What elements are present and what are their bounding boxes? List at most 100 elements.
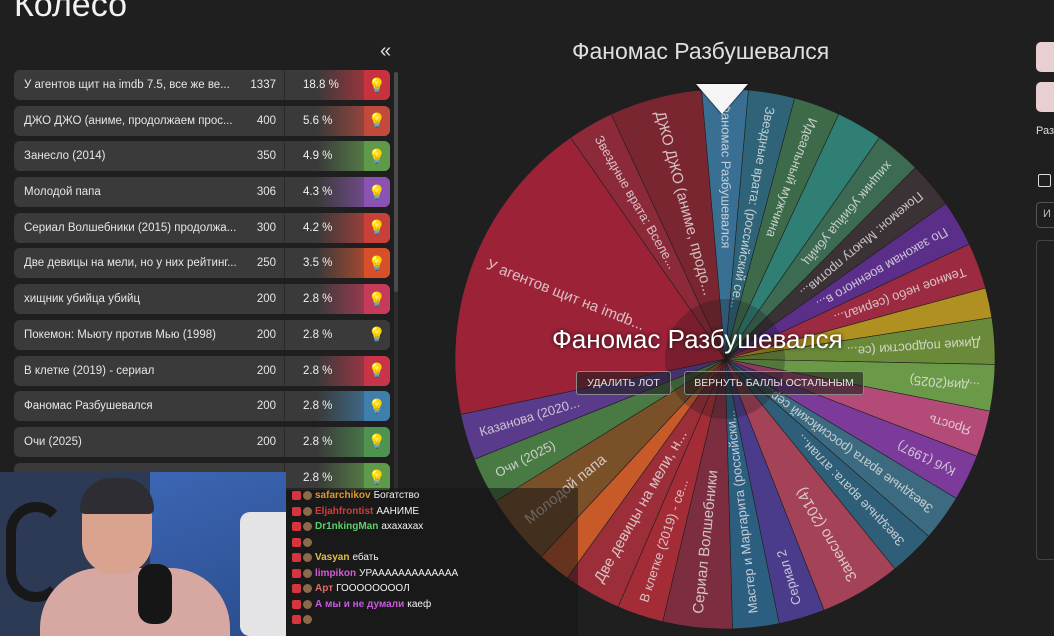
lot-percent-cell: 2.8 % 💡 [284, 426, 390, 457]
page-title: Колесо [14, 0, 128, 24]
chat-text: Богатство [373, 490, 420, 502]
scrollbar-thumb[interactable] [394, 72, 398, 292]
chat-badge-icon [303, 568, 312, 578]
chat-badge-icon [303, 506, 312, 516]
chat-message: Vasyan ебать [286, 550, 578, 566]
lot-amount: 200 [256, 435, 276, 448]
lot-row[interactable]: Занесло (2014) 350 4.9 % 💡 [14, 141, 390, 172]
right-action-button-1[interactable] [1036, 42, 1054, 72]
lot-percent: 4.3 % [303, 186, 333, 199]
lot-percent-cell: 2.8 % 💡 [284, 319, 390, 350]
chat-badge-icon [292, 553, 301, 563]
chat-text: ахахахах [381, 521, 424, 533]
lot-lightbulb-icon[interactable]: 💡 [364, 141, 390, 172]
chat-badge-icon [292, 522, 301, 532]
lot-row[interactable]: Покемон: Мьюту против Мью (1998) 200 2.8 %… [14, 319, 390, 350]
microphone-icon [138, 564, 172, 624]
lot-row[interactable]: Две девицы на мели, но у них рейтинг... 2… [14, 248, 390, 279]
lot-percent-cell: 2.8 % 💡 [284, 391, 390, 422]
lot-name: Молодой папа [24, 186, 101, 199]
lot-row[interactable]: ДЖО ДЖО (аниме, продолжаем прос... 400 5.6… [14, 105, 390, 136]
lot-lightbulb-icon[interactable]: 💡 [364, 177, 390, 208]
chat-username[interactable]: Vasyan [315, 552, 350, 564]
lot-percent: 5.6 % [303, 114, 333, 127]
lot-row[interactable]: В клетке (2019) - сериал 200 2.8 % 💡 [14, 355, 390, 386]
lot-percent-cell: 4.3 % 💡 [284, 177, 390, 208]
chat-badge-icon [292, 506, 301, 516]
chat-badge-icon [292, 491, 301, 501]
chat-text: каеф [407, 598, 432, 610]
lot-name: Сериал Волшебники (2015) продолжа... [24, 221, 237, 234]
lot-lightbulb-icon[interactable]: 💡 [364, 284, 390, 315]
wheel-caption: Фаномас Разбушевался [572, 38, 830, 64]
chat-badge-icon [292, 584, 301, 594]
chat-badge-icon [292, 537, 301, 547]
chat-username[interactable]: Eljahfrontist [315, 505, 374, 517]
lot-lightbulb-icon[interactable]: 💡 [364, 70, 390, 100]
lot-row[interactable]: Фаномас Разбушевался 200 2.8 % 💡 [14, 391, 390, 422]
chat-badge-icon [303, 553, 312, 563]
chat-message: Eljahfrontist ААНИМЕ [286, 504, 578, 520]
chat-badge-icon [292, 568, 301, 578]
lot-name: В клетке (2019) - сериал [24, 364, 155, 377]
wheel[interactable]: Фаномас Разбушевался Звездные врата: (рос… [452, 86, 998, 632]
chat-badge-icon [303, 599, 312, 609]
wheel-slice[interactable] [454, 137, 726, 415]
chat-username[interactable]: А мы и не думали [315, 598, 405, 610]
lot-lightbulb-icon[interactable]: 💡 [364, 391, 390, 422]
right-checkbox[interactable] [1038, 174, 1051, 187]
chat-overlay: safarchikov Богатство Eljahfrontist ААНИМЕ D… [286, 488, 578, 636]
lot-row[interactable]: Очи (2025) 200 2.8 % 💡 [14, 426, 390, 457]
right-list-box [1036, 240, 1054, 560]
lot-percent-cell: 3.5 % 💡 [284, 248, 390, 279]
lot-percent: 18.8 % [303, 79, 339, 91]
lot-row[interactable]: хищник убийца убийц 200 2.8 % 💡 [14, 284, 390, 315]
lot-amount: 350 [256, 150, 276, 163]
chat-username[interactable]: Dr1nkingMan [315, 521, 379, 533]
lot-percent: 3.5 % [303, 257, 333, 270]
chat-message: Dr1nkingMan ахахахах [286, 519, 578, 535]
chat-username[interactable]: limpikon [315, 567, 357, 579]
headphone-stand-icon [6, 502, 66, 602]
chat-username[interactable]: Арт [315, 583, 334, 595]
webcam-overlay [0, 472, 286, 636]
collapse-panel-button[interactable]: « [380, 40, 392, 62]
chat-text: ебать [352, 552, 379, 564]
wheel-hub [665, 299, 785, 419]
lot-percent: 2.8 % [303, 400, 333, 413]
chat-username[interactable]: safarchikov [315, 490, 371, 502]
right-action-button-2[interactable] [1036, 82, 1054, 112]
lot-percent-cell: 4.9 % 💡 [284, 141, 390, 172]
webcam-chair [240, 512, 286, 636]
winner-label: Фаномас Разбушевался [552, 324, 843, 354]
lot-amount: 200 [256, 364, 276, 377]
right-input[interactable]: И [1036, 202, 1054, 228]
lot-lightbulb-icon[interactable]: 💡 [364, 319, 390, 350]
lot-row[interactable]: Сериал Волшебники (2015) продолжа... 300 4… [14, 212, 390, 243]
delete-lot-button[interactable]: УДАЛИТЬ ЛОТ [576, 371, 671, 395]
chat-text: УРААААААААААААА [359, 567, 459, 579]
lot-lightbulb-icon[interactable]: 💡 [364, 462, 390, 490]
lot-percent: 2.8 % [303, 435, 333, 448]
chat-badge-icon [292, 615, 301, 625]
lot-percent-cell: 4.2 % 💡 [284, 212, 390, 243]
lot-row[interactable]: Молодой папа 306 4.3 % 💡 [14, 177, 390, 208]
lot-lightbulb-icon[interactable]: 💡 [364, 355, 390, 386]
lot-lightbulb-icon[interactable]: 💡 [364, 212, 390, 243]
webcam-person-body [40, 568, 230, 636]
lot-list: У агентов щит на imdb 7.5, все же ве... 1… [14, 70, 390, 490]
chat-badge-icon [303, 522, 312, 532]
lot-lightbulb-icon[interactable]: 💡 [364, 248, 390, 279]
lot-name: ДЖО ДЖО (аниме, продолжаем прос... [24, 114, 233, 127]
lot-lightbulb-icon[interactable]: 💡 [364, 426, 390, 457]
lot-name: Две девицы на мели, но у них рейтинг... [24, 257, 237, 270]
lot-percent-cell: 2.8 % 💡 [284, 284, 390, 315]
lot-row[interactable]: У агентов щит на imdb 7.5, все же ве... 1… [14, 70, 390, 100]
return-points-button[interactable]: ВЕРНУТЬ БАЛЛЫ ОСТАЛЬНЫМ [684, 371, 864, 395]
lot-percent-cell: 2.8 % 💡 [284, 462, 390, 490]
lot-list-scrollbar[interactable] [394, 72, 398, 492]
lot-amount: 1337 [250, 79, 276, 91]
lot-name: Очи (2025) [24, 435, 82, 448]
lot-lightbulb-icon[interactable]: 💡 [364, 105, 390, 136]
